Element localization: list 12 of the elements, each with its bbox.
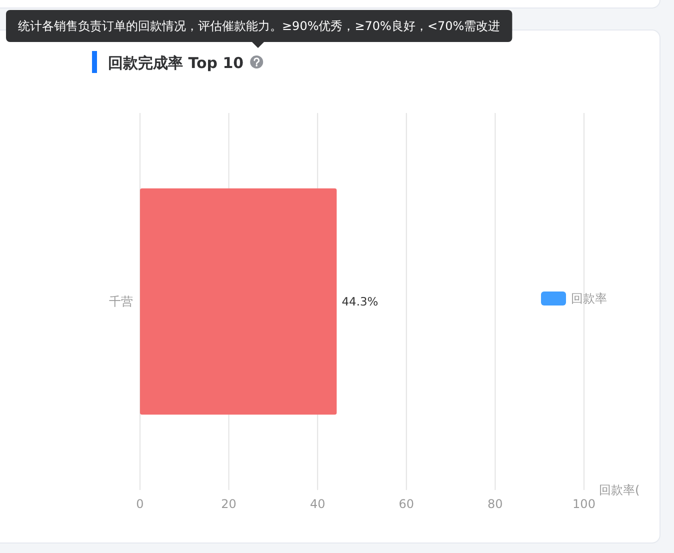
data-label: 44.3% <box>342 294 378 308</box>
chart-title: 回款完成率 Top 10 <box>108 54 244 72</box>
x-tick-label: 80 <box>488 497 503 511</box>
chart-subtitle: 统计各销售负责订单的回款情况，评估催款能力。≥90%优秀，≥70%良好，<70%需改进 <box>18 19 500 33</box>
x-tick-label: 20 <box>221 497 236 511</box>
x-axis-title: 回款率( <box>599 483 640 497</box>
x-tick-label: 40 <box>310 497 326 511</box>
x-tick-label: 100 <box>572 497 596 511</box>
text: 回款率 <box>571 292 607 306</box>
x-tick-label: 0 <box>136 497 144 511</box>
x-tick-label: 60 <box>398 497 414 511</box>
y-tick-label: 千营 <box>109 294 133 308</box>
